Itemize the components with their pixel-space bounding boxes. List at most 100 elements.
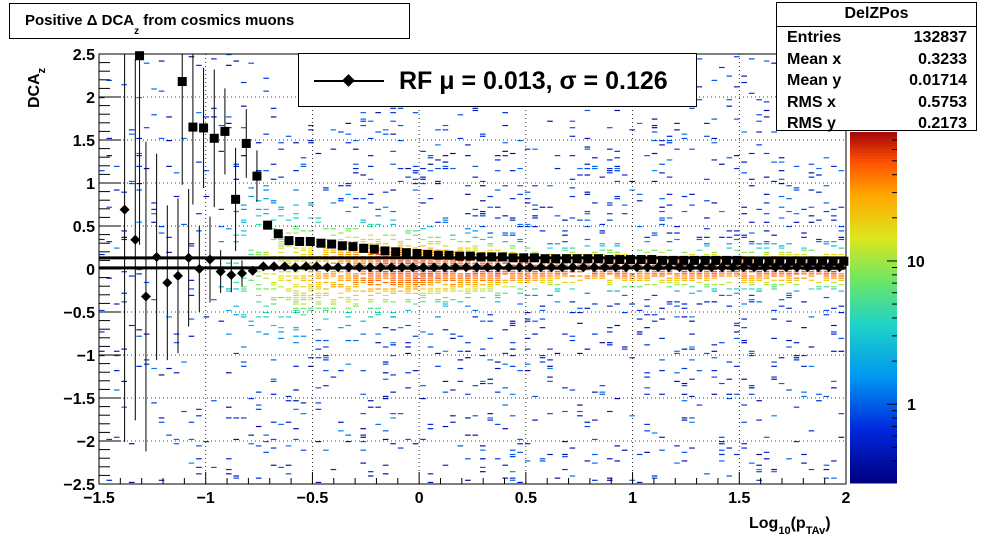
heatmap-cell <box>726 281 733 284</box>
profile-point-diamond <box>674 262 685 273</box>
heatmap-cell <box>599 391 606 393</box>
heatmap-cell <box>651 432 658 434</box>
heatmap-cell <box>382 327 389 329</box>
heatmap-cell <box>592 202 598 204</box>
heatmap-cell <box>763 152 770 155</box>
heatmap-cell <box>323 189 329 191</box>
heatmap-cell <box>592 391 598 393</box>
colorbar-segment <box>850 383 897 387</box>
heatmap-cell <box>741 378 748 380</box>
colorbar-segment <box>850 395 897 399</box>
profile-point-square <box>135 51 145 61</box>
heatmap-cell <box>367 275 374 277</box>
heatmap-cell <box>771 131 777 133</box>
heatmap-cell <box>621 277 628 279</box>
heatmap-cell <box>158 417 165 419</box>
heatmap-cell <box>382 430 389 432</box>
heatmap-cell <box>748 299 755 301</box>
profile-point-square <box>199 123 209 133</box>
heatmap-cell <box>808 176 815 178</box>
heatmap-cell <box>801 365 807 367</box>
heatmap-cell <box>293 170 299 172</box>
profile-point-diamond <box>631 262 642 273</box>
heatmap-cell <box>674 279 680 281</box>
heatmap-cell <box>308 264 314 266</box>
heatmap-cell <box>487 281 494 284</box>
heatmap-cell <box>427 262 434 264</box>
heatmap-cell <box>352 241 359 243</box>
heatmap-cell <box>517 238 523 241</box>
stats-value: 0.3233 <box>918 50 967 68</box>
heatmap-cell <box>524 294 531 296</box>
heatmap-cell <box>651 249 658 251</box>
heatmap-cell <box>532 217 538 219</box>
heatmap-cell <box>457 241 464 243</box>
heatmap-cell <box>450 262 456 264</box>
heatmap-cell <box>225 122 232 124</box>
heatmap-cell <box>285 271 292 273</box>
heatmap-cell <box>293 290 299 292</box>
heatmap-cell <box>293 438 299 441</box>
heatmap-cell <box>367 281 374 284</box>
heatmap-cell <box>323 228 329 230</box>
heatmap-cell <box>636 318 643 320</box>
heatmap-cell <box>360 393 367 395</box>
heatmap-cell <box>427 260 434 262</box>
heatmap-cell <box>367 165 374 167</box>
heatmap-cell <box>748 271 755 273</box>
heatmap-cell <box>345 288 352 290</box>
heatmap-cell <box>479 445 486 447</box>
x-tick-label: 1.5 <box>728 490 750 507</box>
heatmap-cell <box>435 183 441 185</box>
heatmap-cell <box>606 219 613 221</box>
heatmap-cell <box>270 178 277 180</box>
heatmap-cell <box>293 301 299 303</box>
heatmap-cell <box>674 238 680 241</box>
heatmap-cell <box>808 275 815 277</box>
heatmap-cell <box>390 234 396 236</box>
heatmap-cell <box>106 155 113 157</box>
heatmap-cell <box>771 468 777 471</box>
heatmap-cell <box>412 271 419 273</box>
heatmap-cell <box>375 292 381 294</box>
heatmap-cell <box>405 281 411 284</box>
heatmap-cell <box>659 273 665 275</box>
heatmap-cell <box>397 247 404 249</box>
heatmap-cell <box>614 460 621 462</box>
heatmap-cell <box>748 352 755 355</box>
heatmap-cell <box>741 273 748 275</box>
heatmap-cell <box>278 148 284 150</box>
colorbar-segment <box>850 336 897 341</box>
heatmap-cell <box>188 243 195 245</box>
heatmap-cell <box>801 462 807 464</box>
heatmap-cell <box>606 327 613 329</box>
y-tick-label: −1.5 <box>63 391 95 408</box>
heatmap-cell <box>263 213 269 215</box>
heatmap-cell <box>218 150 225 152</box>
heatmap-cell <box>726 288 733 290</box>
plot-title-box: Positive Δ DCAz from cosmics muons <box>9 3 410 39</box>
profile-point-diamond <box>301 261 312 272</box>
heatmap-cell <box>106 438 113 441</box>
heatmap-cell <box>562 441 568 443</box>
heatmap-cell <box>704 301 710 303</box>
heatmap-cell <box>479 271 486 273</box>
heatmap-cell <box>704 269 710 271</box>
heatmap-cell <box>263 316 269 318</box>
heatmap-cell <box>472 107 479 109</box>
heatmap-cell <box>278 275 284 277</box>
heatmap-cell <box>255 284 262 286</box>
heatmap-cell <box>196 466 202 468</box>
heatmap-cell <box>151 213 157 215</box>
heatmap-cell <box>196 64 202 66</box>
heatmap-cell <box>823 271 830 273</box>
profile-point-square <box>593 254 603 264</box>
heatmap-cell <box>457 260 464 262</box>
heatmap-cell <box>308 251 314 253</box>
heatmap-cell <box>412 303 419 305</box>
heatmap-cell <box>263 251 269 253</box>
heatmap-cell <box>270 116 277 118</box>
heatmap-cell <box>345 193 352 195</box>
heatmap-cell <box>689 421 695 423</box>
heatmap-cell <box>382 271 389 273</box>
